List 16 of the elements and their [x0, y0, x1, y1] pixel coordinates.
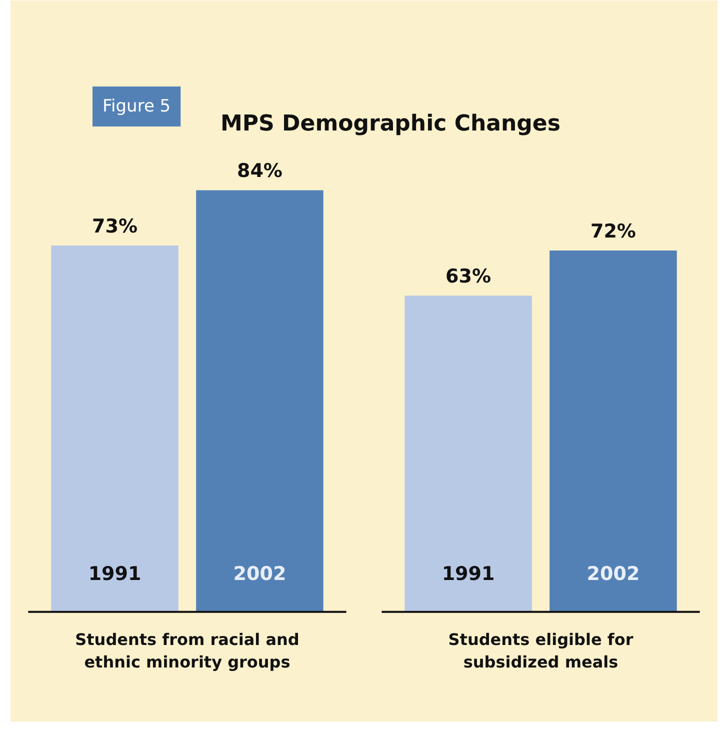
bar — [51, 245, 178, 612]
bar — [196, 190, 324, 612]
series-label: 1991 — [88, 562, 142, 585]
chart-title: MPS Demographic Changes — [220, 112, 560, 136]
text: 1991 — [442, 562, 495, 585]
x-tick-label: Students from racial and ethnic minority groups — [75, 630, 300, 672]
bar — [550, 250, 677, 612]
caption: Figure 5 — [102, 96, 171, 116]
text: 2002 — [586, 562, 640, 585]
data-label: 73% — [92, 215, 138, 238]
data-label: 84% — [236, 160, 282, 182]
data-label: 72% — [590, 220, 636, 242]
series-label: 2002 — [233, 562, 286, 585]
x-tick-label: Students eligible for subsidized meals — [448, 630, 634, 672]
bar — [404, 296, 532, 612]
data-label: 63% — [446, 266, 492, 288]
